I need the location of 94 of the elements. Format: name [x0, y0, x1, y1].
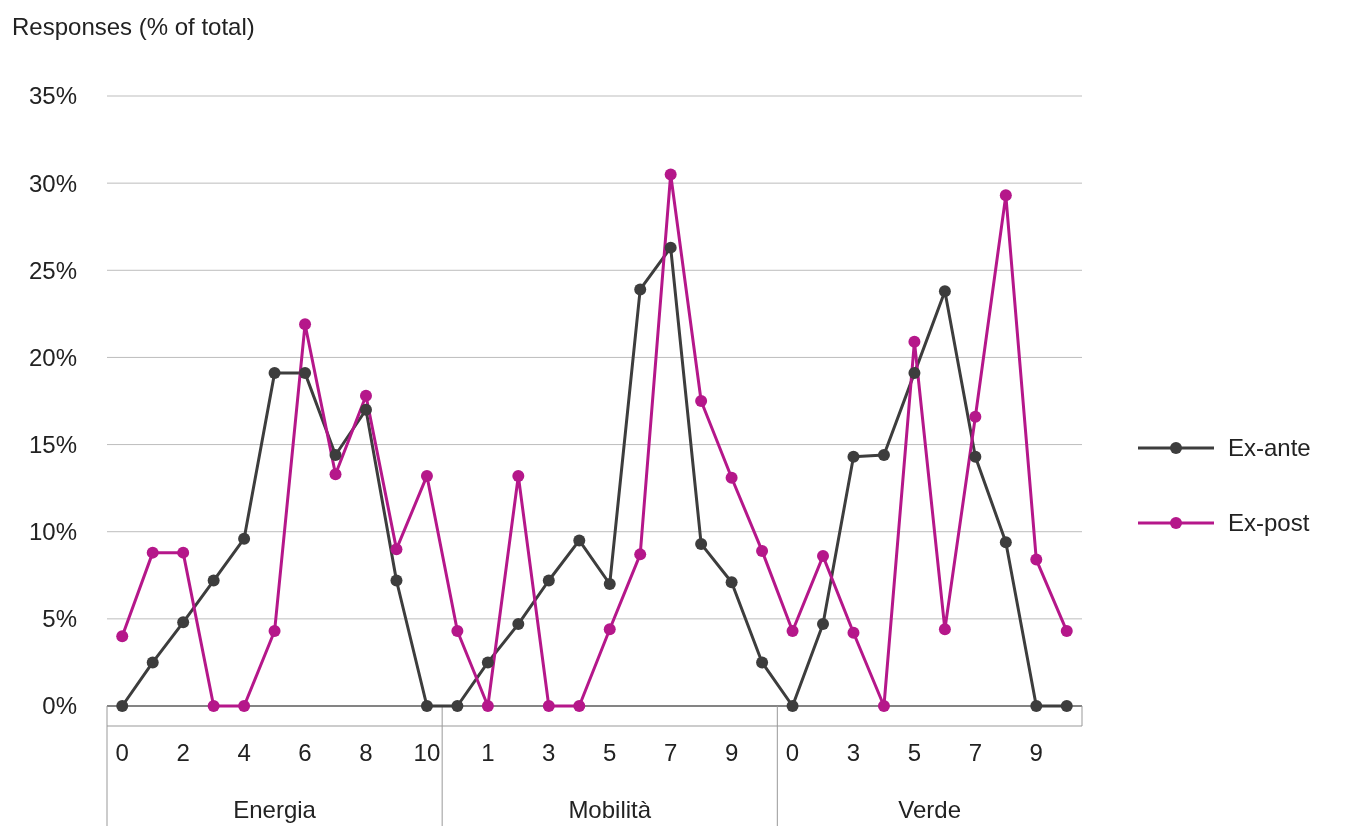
point	[116, 630, 129, 643]
y-axis-title: Responses (% of total)	[12, 13, 255, 40]
x-tick-label: 1	[481, 739, 495, 766]
x-tick-label: 7	[663, 739, 678, 766]
point	[1030, 553, 1043, 566]
point	[603, 623, 616, 636]
x-tick-label: 3	[542, 739, 556, 766]
point	[451, 700, 464, 712]
point	[725, 471, 738, 484]
point	[207, 574, 220, 587]
point	[938, 285, 951, 298]
point	[817, 550, 830, 563]
point	[390, 574, 403, 587]
point	[695, 395, 708, 407]
point	[817, 618, 830, 631]
point	[573, 700, 586, 712]
point	[664, 241, 677, 254]
text: Energia	[233, 796, 317, 823]
point	[999, 189, 1012, 202]
point	[238, 532, 251, 545]
point	[390, 543, 403, 556]
x-tick-label: 4	[237, 739, 251, 766]
point	[634, 283, 647, 296]
y-tick-label: 20%	[28, 343, 77, 371]
point	[451, 625, 464, 638]
y-tick-label: 10%	[28, 518, 77, 546]
text: Verde	[898, 796, 962, 823]
point	[847, 626, 860, 639]
point	[542, 700, 555, 712]
point	[847, 450, 860, 463]
point	[999, 536, 1012, 549]
legend-label: Ex-ante	[1228, 434, 1311, 462]
point	[420, 469, 433, 482]
point	[268, 625, 281, 638]
point	[938, 623, 951, 636]
point	[329, 468, 342, 481]
point	[664, 168, 677, 181]
y-tick-label: 30%	[28, 169, 77, 197]
legend-label: Ex-post	[1228, 509, 1310, 537]
point	[481, 656, 494, 669]
point	[359, 389, 372, 402]
x-tick-label: 6	[298, 739, 312, 766]
x-tick-label: 5	[907, 739, 922, 766]
point	[1060, 625, 1073, 638]
point	[512, 618, 525, 631]
point	[969, 450, 982, 463]
x-tick-label: 8	[359, 739, 373, 766]
point	[877, 449, 890, 462]
point	[908, 335, 921, 348]
point	[420, 700, 433, 712]
point	[634, 548, 647, 561]
point	[786, 700, 799, 712]
x-tick-label: 0	[115, 739, 129, 766]
point	[756, 656, 769, 669]
point	[299, 367, 312, 380]
x-tick-label: 2	[176, 739, 190, 766]
point	[1030, 700, 1043, 712]
point	[359, 403, 372, 416]
point	[238, 700, 251, 712]
y-tick-label: 0%	[42, 692, 77, 720]
point	[695, 537, 708, 550]
x-tick-label: 9	[724, 739, 739, 766]
point	[268, 367, 281, 380]
point	[146, 656, 159, 669]
x-tick-label: 5	[603, 739, 617, 766]
point	[603, 578, 616, 590]
y-tick-label: 5%	[42, 605, 77, 633]
x-tick-label: 10	[413, 739, 441, 766]
point	[573, 534, 586, 547]
x-tick-label: 7	[968, 739, 983, 766]
point	[329, 449, 342, 462]
point	[481, 700, 494, 712]
x-tick-label: 0	[785, 739, 800, 766]
point	[908, 367, 921, 380]
x-tick-label: 9	[1029, 739, 1043, 766]
point	[177, 616, 190, 629]
point	[725, 576, 738, 589]
y-tick-label: 25%	[28, 256, 77, 284]
point	[542, 574, 555, 587]
point	[786, 625, 799, 638]
x-tick-label: 3	[846, 739, 861, 766]
text: Mobilità	[568, 796, 652, 823]
point	[512, 469, 525, 482]
point	[299, 318, 312, 331]
point	[116, 700, 129, 712]
point	[207, 700, 220, 712]
point	[877, 700, 890, 712]
point	[756, 544, 769, 557]
point	[146, 546, 159, 559]
point	[177, 546, 190, 559]
point	[1060, 700, 1073, 712]
point	[969, 410, 982, 423]
y-tick-label: 35%	[28, 82, 77, 110]
y-tick-label: 15%	[28, 430, 77, 458]
